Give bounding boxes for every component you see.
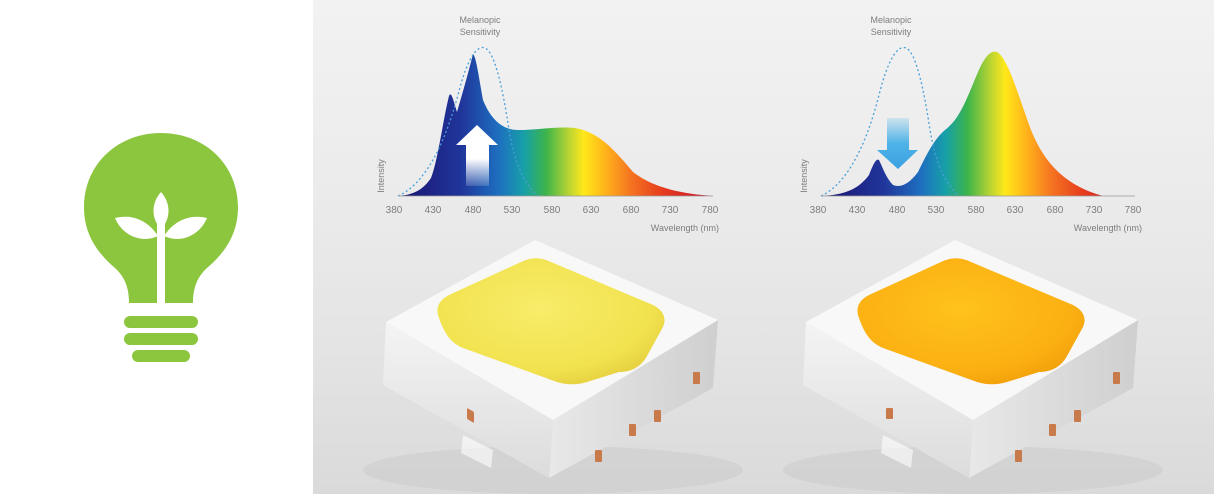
spectrum-area — [821, 51, 1133, 197]
x-tick: 530 — [928, 205, 945, 216]
spectrum-area — [398, 54, 713, 196]
x-tick: 730 — [662, 205, 679, 216]
x-axis-ticks: 380 430 480 530 580 630 680 730 780 — [386, 205, 719, 216]
x-tick: 380 — [810, 205, 827, 216]
phosphor-window — [437, 258, 665, 385]
x-tick: 680 — [1047, 205, 1064, 216]
y-axis-label: Intensity — [376, 159, 386, 193]
led-chip-cool — [363, 240, 743, 494]
x-tick: 630 — [1007, 205, 1024, 216]
melanopic-label-line1: Melanopic — [459, 15, 501, 25]
led-chip-warm — [783, 240, 1163, 494]
spectrum-chart-right: Melanopic Sensitivity Intensity 380 430 … — [799, 15, 1142, 233]
x-tick: 780 — [1125, 205, 1142, 216]
x-tick: 480 — [465, 205, 482, 216]
x-tick: 680 — [623, 205, 640, 216]
x-axis-ticks: 380 430 480 530 580 630 680 730 780 — [810, 205, 1142, 216]
melanopic-label-line2: Sensitivity — [871, 27, 912, 37]
x-tick: 480 — [889, 205, 906, 216]
led-comparison-panel: Melanopic Sensitivity Intensity 380 430 … — [313, 0, 1214, 494]
melanopic-label-line2: Sensitivity — [460, 27, 501, 37]
phosphor-window — [857, 258, 1085, 385]
x-axis-label: Wavelength (nm) — [1074, 223, 1142, 233]
x-tick: 380 — [386, 205, 403, 216]
x-tick: 580 — [544, 205, 561, 216]
x-tick: 580 — [968, 205, 985, 216]
y-axis-label: Intensity — [799, 159, 809, 193]
x-tick: 430 — [425, 205, 442, 216]
increase-arrow-icon — [456, 125, 498, 186]
decrease-arrow-icon — [877, 118, 918, 169]
melanopic-sensitivity-curve — [397, 46, 539, 197]
x-tick: 780 — [702, 205, 719, 216]
x-tick: 730 — [1086, 205, 1103, 216]
logo-panel — [0, 0, 313, 494]
x-axis-label: Wavelength (nm) — [651, 223, 719, 233]
x-tick: 430 — [849, 205, 866, 216]
lightbulb-plant-icon — [84, 133, 238, 362]
x-tick: 530 — [504, 205, 521, 216]
x-tick: 630 — [583, 205, 600, 216]
melanopic-label-line1: Melanopic — [870, 15, 912, 25]
spectrum-chart-left: Melanopic Sensitivity Intensity 380 430 … — [376, 15, 719, 233]
